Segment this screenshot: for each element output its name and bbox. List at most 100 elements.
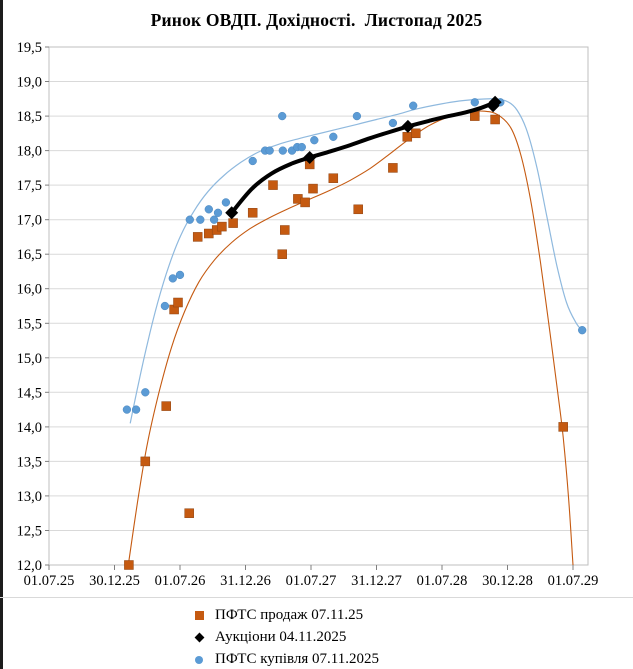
legend-label-pfts-buy: ПФТС купівля 07.11.2025 [215,651,379,667]
auction-point-marker [401,119,415,133]
y-axis-tick-label: 14,0 [17,420,42,436]
buy-point-marker [248,156,257,166]
y-axis-tick-label: 18,0 [17,144,42,160]
buy-point-marker [213,208,223,217]
y-axis-tick-label: 12,0 [17,558,42,574]
buy-point-marker [196,215,205,224]
sell-point-marker [140,456,151,467]
y-axis-tick-label: 12,5 [17,524,42,540]
buy-point-marker [352,111,362,121]
sell-point-marker [161,401,171,411]
sell-point-marker [228,218,238,228]
legend-circle-marker-icon [195,655,203,664]
buy-point-marker [409,101,418,110]
buy-point-marker [310,136,319,145]
sell-point-marker [470,111,480,121]
sell-point-marker [217,221,227,232]
y-axis-tick-label: 16,5 [17,247,42,263]
trendline-pfts-sell [127,110,574,566]
separator-line [0,597,633,598]
x-axis-tick-label: 31.12.26 [220,573,271,589]
page-left-edge [0,0,3,669]
buy-point-marker [278,111,287,121]
yield-chart-canvas: 19,5 19,0 18,5 18,0 17,5 17,0 16,5 16,0 15,5 15,0… [17,40,599,589]
buy-point-marker [131,405,141,414]
buy-point-marker [297,142,306,152]
x-axis-tick-label: 01.07.27 [286,573,337,589]
legend-label-auctions: Аукціони 04.11.2025 [215,629,347,645]
sell-point-marker [308,183,318,194]
legend-item-pfts-sell: ПФТС продаж 07.11.25 [192,606,379,625]
buy-point-marker [141,388,150,397]
buy-point-marker [175,270,185,280]
auction-point-marker [225,206,239,220]
sell-point-marker [490,114,500,125]
legend-marker-box [192,632,206,643]
y-axis-tick-label: 13,0 [17,489,42,505]
buy-point-marker [578,326,587,335]
x-axis-tick-label: 01.07.25 [24,573,75,589]
axes: 19,5 19,0 18,5 18,0 17,5 17,0 16,5 16,0 15,5 15,0… [17,40,599,589]
buy-point-marker [470,98,479,107]
buy-point-marker [122,405,132,414]
sell-point-marker [300,197,310,208]
legend-diamond-marker-icon [194,632,204,643]
y-axis-tick-label: 14,5 [17,385,42,401]
legend-marker-box [192,655,206,664]
buy-point-marker [204,205,213,214]
y-axis-tick-label: 18,5 [17,109,42,125]
sell-point-marker [388,163,398,173]
y-axis-tick-label: 13,5 [17,454,42,470]
sell-point-marker [173,297,183,308]
y-axis-tick-label: 17,5 [17,178,42,194]
sell-point-marker [247,208,258,218]
legend-item-pfts-buy: ПФТС купівля 07.11.2025 [192,650,379,669]
y-axis-tick-label: 16,0 [17,282,42,298]
legend-marker-box [192,611,206,620]
buy-point-marker [221,198,231,207]
buy-point-marker [168,274,177,283]
sell-point-marker [124,560,134,570]
buy-point-marker [209,215,219,224]
plot-border [48,46,589,566]
sell-point-marker [353,204,363,215]
x-axis-tick-label: 01.07.28 [417,573,468,589]
y-axis-tick-label: 15,0 [17,351,42,367]
auction-point-marker [488,95,502,109]
chart-title: Ринок ОВДП. Дохідності. Листопад 2025 [150,10,483,30]
x-axis-tick-label: 31.12.27 [351,573,402,589]
buy-point-marker [388,118,398,128]
x-axis-tick-label: 30.12.25 [89,573,140,589]
buy-point-marker [185,215,194,224]
sell-point-marker [280,225,290,235]
y-axis-tick-label: 17,0 [17,213,42,229]
sell-point-marker [558,422,568,432]
sell-point-marker [402,132,413,142]
trendline-pfts-buy [129,98,583,424]
sell-point-marker [411,128,421,139]
series-auctions-points [225,95,502,220]
buy-point-marker [329,132,338,141]
x-axis-tick-label: 30.12.28 [482,573,533,589]
legend-item-auctions: Аукціони 04.11.2025 [192,628,379,647]
y-axis-tick-label: 19,5 [17,40,42,56]
auction-point-marker [303,151,317,164]
buy-point-marker [160,301,170,311]
legend-label-pfts-sell: ПФТС продаж 07.11.25 [215,607,364,623]
gridlines [49,46,588,566]
chart-legend: ПФТС продаж 07.11.25 Аукціони 04.11.2025… [192,606,379,669]
sell-point-marker [184,508,194,518]
y-axis-tick-label: 15,5 [17,316,42,332]
x-axis-tick-label: 01.07.26 [155,573,206,589]
series-pfts-sell-points [124,111,568,570]
trendline-auctions [229,100,498,215]
sell-point-marker [268,180,278,190]
sell-point-marker [192,232,203,242]
x-axis-tick-label: 01.07.29 [548,573,599,589]
sell-point-marker [328,173,339,183]
buy-point-marker [265,146,274,155]
legend-square-marker-icon [194,611,204,620]
sell-point-marker [277,249,287,259]
buy-point-marker [278,146,287,155]
